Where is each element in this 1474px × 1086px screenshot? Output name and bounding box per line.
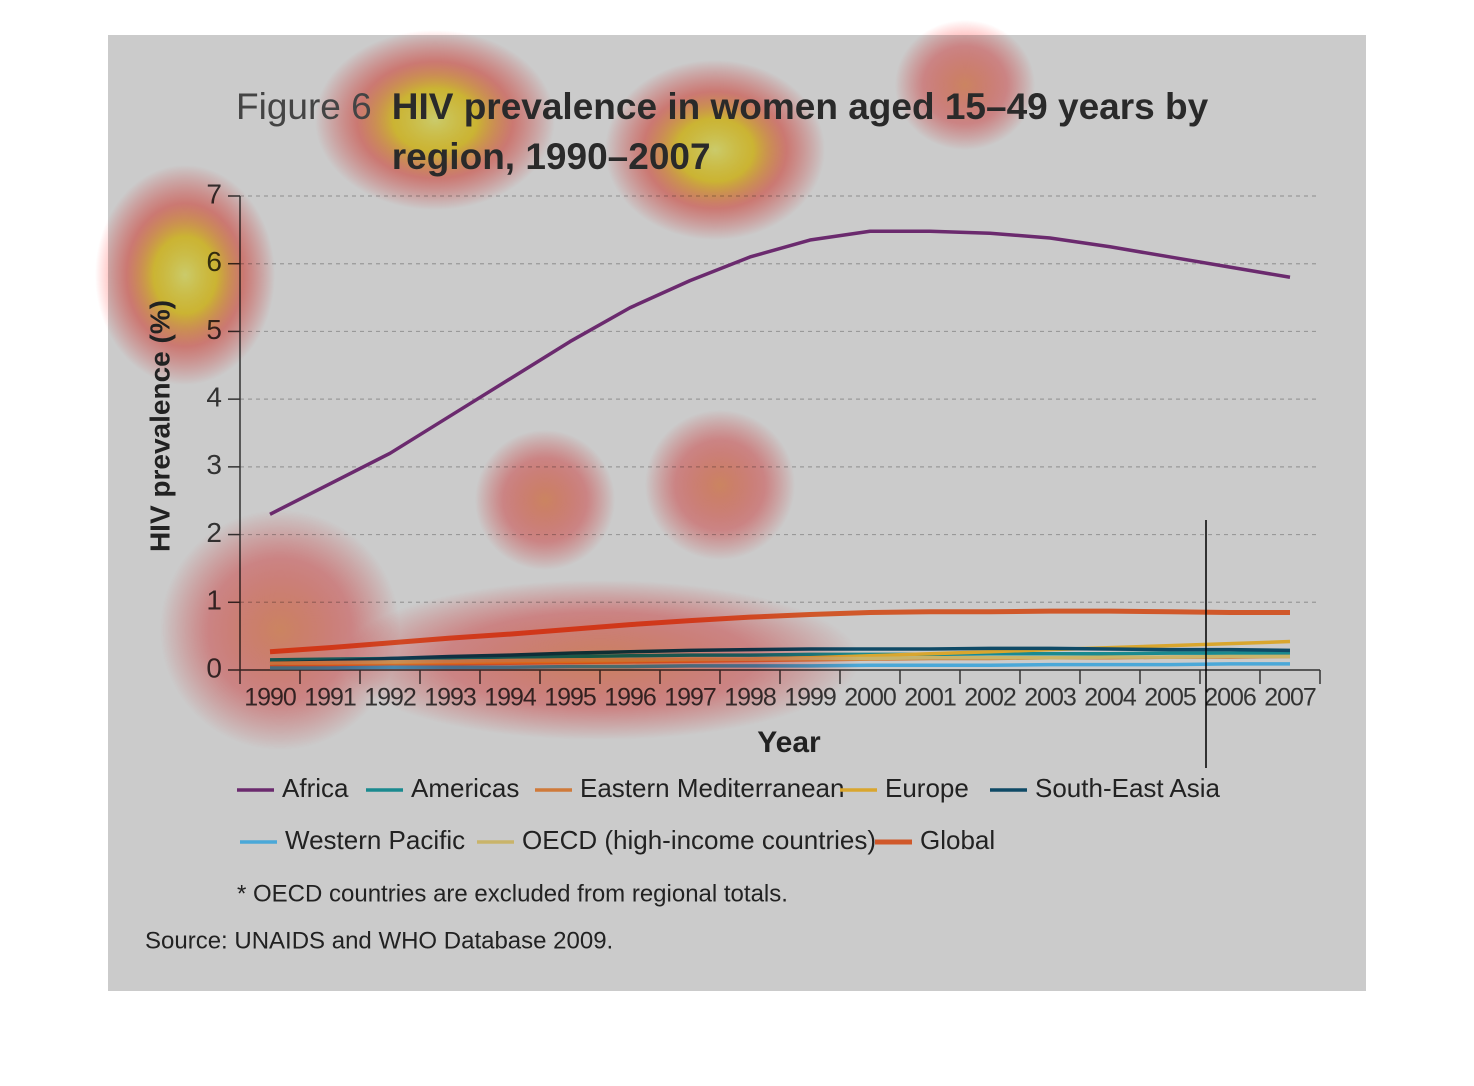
heatmap-overlay bbox=[95, 20, 1035, 750]
footnote: * OECD countries are excluded from regio… bbox=[237, 880, 788, 907]
x-tick-label: 2004 bbox=[1084, 684, 1137, 712]
source: Source: UNAIDS and WHO Database 2009. bbox=[145, 927, 613, 954]
x-tick-label: 2001 bbox=[904, 684, 956, 712]
heatmap-blob bbox=[340, 580, 860, 740]
legend-label: Americas bbox=[411, 773, 519, 803]
legend-label: OECD (high-income countries) bbox=[522, 825, 876, 855]
y-axis-label: HIV prevalence (%) bbox=[144, 300, 175, 552]
x-tick-label: 2006 bbox=[1204, 684, 1256, 712]
x-tick-label: 2007 bbox=[1264, 684, 1316, 712]
x-axis-label: Year bbox=[757, 726, 821, 759]
legend-label: Eastern Mediterranean bbox=[580, 773, 844, 803]
heatmap-blob bbox=[605, 60, 825, 240]
figure-label: Figure 6 bbox=[236, 86, 372, 127]
x-tick-label: 2000 bbox=[844, 684, 896, 712]
legend-label: Africa bbox=[282, 773, 349, 803]
series-line bbox=[269, 229, 1291, 516]
heatmap-blob bbox=[160, 510, 400, 750]
legend-label: Global bbox=[920, 825, 995, 855]
legend-label: Europe bbox=[885, 773, 969, 803]
title-text: HIV prevalence in women aged 15–49 years… bbox=[391, 86, 1209, 177]
y-tick-label: 4 bbox=[206, 382, 222, 413]
x-tick-label: 2002 bbox=[964, 684, 1016, 712]
y-tick-label: 3 bbox=[206, 449, 222, 480]
heatmap-blob bbox=[95, 165, 275, 385]
legend-label: Western Pacific bbox=[285, 825, 465, 855]
heatmap-blob bbox=[475, 430, 615, 570]
heatmap-blob bbox=[645, 410, 795, 560]
x-tick-label: 2003 bbox=[1024, 684, 1076, 712]
x-tick-label: 2005 bbox=[1144, 684, 1196, 712]
heatmap-blob bbox=[315, 30, 555, 210]
heatmap-blob bbox=[895, 20, 1035, 150]
chart-title: Figure 6 HIV prevalence in women aged 15–… bbox=[236, 82, 1316, 182]
legend-label: South-East Asia bbox=[1035, 773, 1221, 803]
